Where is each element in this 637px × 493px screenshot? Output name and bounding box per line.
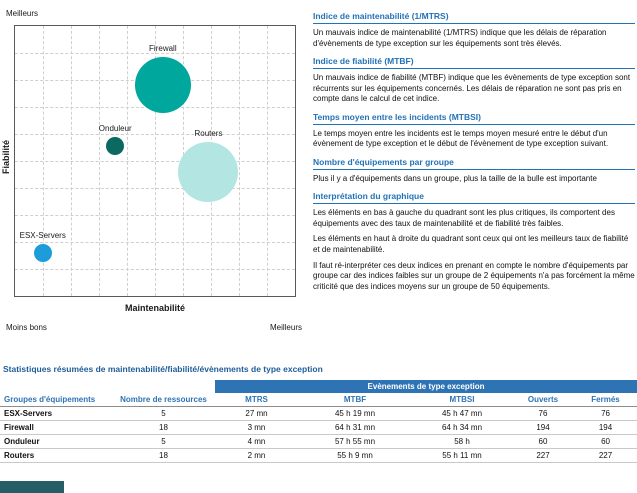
- value-cell: 3 mn: [215, 420, 298, 435]
- info-section: Interprétation du graphique Les éléments …: [313, 191, 635, 292]
- grid-line: [15, 215, 295, 216]
- value-cell: 76: [512, 406, 574, 421]
- value-cell: 5: [112, 406, 215, 421]
- table-row: Firewall 18 3 mn 64 h 31 mn 64 h 34 mn 194 194: [0, 420, 637, 435]
- explanations-panel: Indice de maintenabilité (1/MTRS) Un mauv…: [313, 11, 635, 299]
- section-heading: Nombre d'équipements par groupe: [313, 157, 635, 170]
- value-cell: 227: [574, 448, 637, 463]
- value-cell: 64 h 34 mn: [412, 420, 512, 435]
- summary-stats-region: Statistiques résumées de maintenabilité/…: [0, 364, 637, 463]
- column-header: Fermés: [574, 393, 637, 407]
- section-paragraph: Un mauvais indice de maintenabilité (1/M…: [313, 28, 607, 48]
- table-row: Routers 18 2 mn 55 h 9 mn 55 h 11 mn 227 227: [0, 448, 637, 463]
- summary-table: Evènements de type exception Groupes d'éq…: [0, 380, 637, 463]
- column-header: Ouverts: [512, 393, 574, 407]
- grid-line: [267, 26, 268, 296]
- group-name-cell: ESX-Servers: [0, 406, 112, 421]
- value-cell: 18: [112, 420, 215, 435]
- x-axis-best-label: Meilleurs: [269, 323, 302, 332]
- value-cell: 227: [512, 448, 574, 463]
- value-cell: 194: [512, 420, 574, 435]
- group-name-cell: Onduleur: [0, 434, 112, 449]
- section-heading: Temps moyen entre les incidents (MTBSI): [313, 112, 635, 125]
- plot-area: Firewall Onduleur Routers ESX-Servers: [14, 25, 296, 297]
- group-name-cell: Firewall: [0, 420, 112, 435]
- value-cell: 55 h 9 mn: [298, 448, 412, 463]
- bubble-firewall[interactable]: [134, 57, 191, 114]
- value-cell: 60: [574, 434, 637, 449]
- bubble-onduleur[interactable]: [106, 137, 125, 156]
- value-cell: 5: [112, 434, 215, 449]
- value-cell: 45 h 19 mn: [298, 406, 412, 421]
- table-row: ESX-Servers 5 27 mn 45 h 19 mn 45 h 47 mn 76 7…: [0, 406, 637, 421]
- value-cell: 60: [512, 434, 574, 449]
- bubble-esx-servers[interactable]: [33, 243, 52, 262]
- section-paragraph: Un mauvais indice de fiabilité (MTBF) in…: [313, 73, 631, 104]
- bubble-label: Routers: [194, 128, 223, 138]
- bubble-routers[interactable]: [178, 141, 239, 202]
- info-section: Nombre d'équipements par groupe Plus il y…: [313, 157, 635, 185]
- value-cell: 64 h 31 mn: [298, 420, 412, 435]
- grid-line: [15, 188, 295, 189]
- bubble-label: ESX-Servers: [19, 230, 66, 240]
- value-cell: 194: [574, 420, 637, 435]
- group-name-cell: Routers: [0, 448, 112, 463]
- column-header: Nombre de ressources: [112, 393, 215, 407]
- exception-events-group-header: Evènements de type exception: [215, 380, 637, 393]
- value-cell: 57 h 55 mn: [298, 434, 412, 449]
- section-heading: Indice de maintenabilité (1/MTRS): [313, 11, 635, 24]
- column-header: MTBSI: [412, 393, 512, 407]
- stats-title: Statistiques résumées de maintenabilité/…: [3, 364, 323, 374]
- value-cell: 27 mn: [215, 406, 298, 421]
- section-paragraph: Plus il y a d'équipements dans un groupe…: [313, 173, 597, 183]
- grid-line: [239, 26, 240, 296]
- value-cell: 76: [574, 406, 637, 421]
- column-header-row: Groupes d'équipements Nombre de ressource…: [0, 393, 637, 407]
- grid-line: [15, 161, 295, 162]
- section-paragraph: Les éléments en haut à droite du quadran…: [313, 234, 629, 255]
- section-heading: Indice de fiabilité (MTBF): [313, 56, 635, 70]
- value-cell: 55 h 11 mn: [412, 448, 512, 463]
- group-header-spacer: [0, 380, 215, 393]
- column-header: MTRS: [215, 393, 298, 407]
- x-axis-worst-label: Moins bons: [6, 323, 47, 332]
- table-row: Onduleur 5 4 mn 57 h 55 mn 58 h 60 60: [0, 434, 637, 449]
- info-section: Temps moyen entre les incidents (MTBSI) L…: [313, 112, 635, 150]
- value-cell: 45 h 47 mn: [412, 406, 512, 421]
- section-heading: Interprétation du graphique: [313, 191, 635, 205]
- bubble-label: Firewall: [149, 44, 177, 54]
- info-section: Indice de maintenabilité (1/MTRS) Un mauv…: [313, 11, 635, 49]
- y-axis-best-label: Meilleurs: [6, 9, 39, 18]
- x-axis-title: Maintenabilité: [124, 303, 185, 313]
- grid-line: [15, 269, 295, 270]
- value-cell: 18: [112, 448, 215, 463]
- info-section: Indice de fiabilité (MTBF) Un mauvais ind…: [313, 56, 635, 105]
- value-cell: 2 mn: [215, 448, 298, 463]
- value-cell: 4 mn: [215, 434, 298, 449]
- column-header: MTBF: [298, 393, 412, 407]
- bubble-label: Onduleur: [98, 124, 132, 134]
- section-paragraph: Les éléments en bas à gauche du quadrant…: [313, 208, 615, 228]
- grid-line: [15, 242, 295, 243]
- column-header: Groupes d'équipements: [0, 393, 112, 407]
- section-paragraph: Il faut ré-interpréter ces deux indices …: [313, 260, 635, 291]
- y-axis-title: Fiabilité: [1, 140, 11, 175]
- value-cell: 58 h: [412, 434, 512, 449]
- cropped-partial-element: [0, 481, 64, 493]
- section-paragraph: Le temps moyen entre les incidents est l…: [313, 128, 609, 149]
